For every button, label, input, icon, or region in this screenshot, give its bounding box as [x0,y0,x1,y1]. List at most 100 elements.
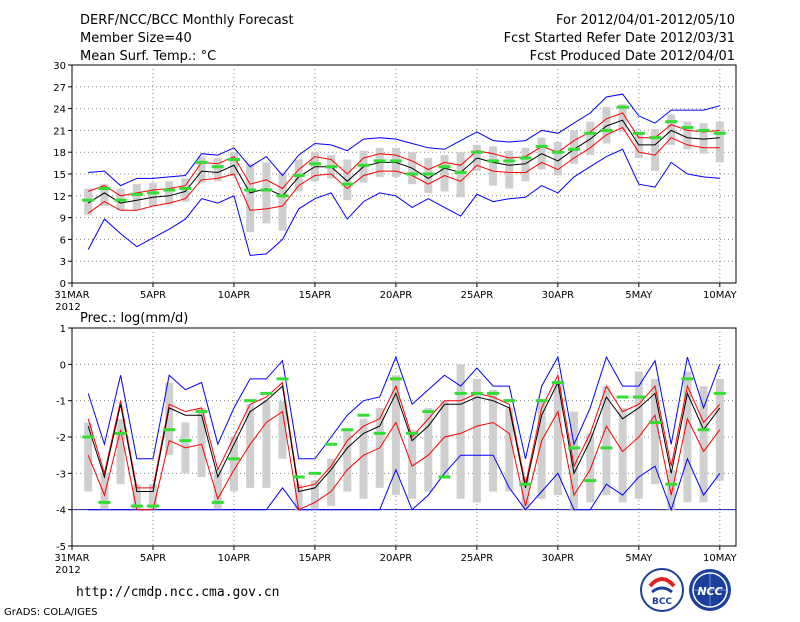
temp-max-line [88,93,720,187]
temp-ensemble-box [456,152,465,198]
temp-observed-marker [292,173,305,177]
temp-ytick-label: 12 [53,192,66,203]
prec-ensemble-box [618,407,627,503]
prec-ensemble-box [343,429,352,492]
temp-ensemble-box [246,163,255,233]
temp-xtick-label: 5APR [140,290,166,301]
prec-observed-marker [114,431,127,435]
temp-ytick-label: 24 [53,105,66,116]
prec-ensemble-box [699,386,708,503]
prec-ensemble-box [537,400,546,499]
prec-ytick-label: -1 [56,397,66,408]
temp-ensemble-box [699,123,708,154]
prec-ensemble-box [570,411,579,510]
precipitation-chart: -5 -4 -3 -2 -1 0 1 31MAR 5APR 10APR 15APR 20APR 25AP… [54,324,737,576]
prec-observed-marker [649,420,662,424]
temp-ytick-label: 15 [53,170,66,181]
prec-year-label: 2012 [55,565,80,576]
prec-ensemble-box [327,458,336,507]
temp-xtick-label: 20APR [380,290,413,301]
prec-observed-marker [98,500,111,504]
prec-max-line [87,355,721,460]
temp-ensemble-box [262,162,271,224]
prec-observed-marker [487,391,500,395]
source-url[interactable]: http://cmdp.ncc.cma.gov.cn [76,585,280,600]
temp-observed-marker [179,187,192,191]
temp-observed-marker [276,194,289,198]
prec-ensemble-box [602,386,611,496]
prec-ensemble-box [424,407,433,492]
temp-xtick-label: 5MAY [625,290,653,301]
temp-observed-marker [341,182,354,186]
prec-observed-marker [519,482,532,486]
prec-ensemble-box [229,437,238,492]
prec-ensemble-box [213,469,222,510]
temp-ensemble-box [165,181,174,205]
prec-observed-marker [341,428,354,432]
prec-observed-marker [276,377,289,381]
temp-ytick-label: 0 [60,279,66,290]
temp-xtick-label: 30APR [542,290,575,301]
temp-observed-marker [422,172,435,176]
temp-observed-marker [130,192,143,196]
temp-year-label: 2012 [55,302,80,313]
temp-observed-marker [373,159,386,163]
temp-observed-marker [649,136,662,140]
prec-ensemble-box [472,378,481,503]
temp-ensemble-box [489,146,498,186]
prec-observed-marker [211,500,224,504]
prec-ensemble-box [683,371,692,503]
temp-observed-marker [244,188,257,192]
prec-ensemble-box [521,476,530,510]
prec-observed-marker [325,442,338,446]
bcc-logo: BCC [640,568,684,612]
temp-observed-marker [308,162,321,166]
temp-observed-marker [600,128,613,132]
temp-observed-marker [260,188,273,192]
temp-observed-marker [584,131,597,135]
prec-ensemble-box [246,404,255,488]
temp-xtick-label: 31MAR [54,290,89,301]
temp-ensemble-box [505,150,514,189]
prec-ytick-label: 1 [60,324,66,335]
prec-observed-marker [82,435,95,439]
temp-observed-marker [211,165,224,169]
prec-observed-marker [665,482,678,486]
prec-xtick-label: 10MAY [703,553,737,564]
temp-observed-marker [681,125,694,129]
prec-ensemble-box [116,418,125,485]
prec-ensemble-box [586,433,595,503]
temp-ytick-label: 6 [60,235,66,246]
temp-xtick-label: 10MAY [703,290,737,301]
prec-observed-marker [373,431,386,435]
temp-observed-marker [551,150,564,154]
temp-q1-line [87,126,720,214]
temp-q3-line [88,112,720,197]
prec-observed-marker [632,395,645,399]
temp-ytick-label: 30 [53,61,66,72]
temp-observed-marker [406,172,419,176]
prec-observed-marker [163,428,176,432]
temp-ensemble-box [667,114,676,145]
temp-ensemble-box [683,121,692,150]
prec-ensemble-box [440,400,449,477]
prec-observed-marker [551,381,564,384]
prec-observed-marker [260,391,273,395]
temp-observed-marker [697,128,710,132]
prec-observed-marker [422,410,435,414]
temp-ensemble-box [278,172,287,231]
temp-observed-marker [454,171,467,175]
temp-observed-marker [503,159,516,163]
prec-ensemble-box [197,407,206,477]
temp-ensemble-box [586,121,595,156]
forecast-period: For 2012/04/01-2012/05/10 [556,13,735,28]
temp-observed-marker [389,159,402,163]
prec-observed-marker [357,413,370,417]
prec-ensemble-box [132,484,141,510]
prec-observed-marker [568,446,581,450]
prec-ensemble-box [553,382,562,496]
temp-observed-marker [665,120,678,124]
temp-observed-marker [616,105,629,109]
